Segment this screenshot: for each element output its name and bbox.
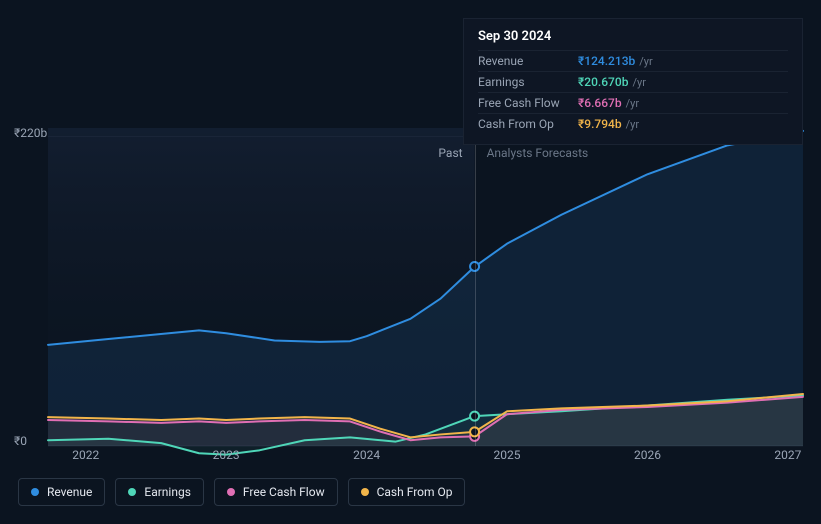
tooltip-unit: /yr	[626, 118, 639, 131]
tooltip-label: Revenue	[478, 54, 578, 68]
x-axis: 2022 2023 2024 2025 2026 2027	[48, 448, 803, 468]
legend-dot	[361, 488, 369, 496]
tooltip-unit: /yr	[626, 97, 639, 110]
tooltip-unit: /yr	[639, 55, 652, 68]
tooltip-value: ₹6.667b	[578, 96, 622, 110]
x-axis-tick: 2022	[72, 448, 99, 462]
x-axis-tick: 2027	[774, 448, 801, 462]
tooltip-label: Earnings	[478, 75, 578, 89]
past-forecast-divider: Past Analysts Forecasts	[48, 146, 803, 170]
x-axis-tick: 2025	[494, 448, 521, 462]
x-axis-tick: 2024	[353, 448, 380, 462]
tooltip-row: Earnings₹20.670b/yr	[478, 71, 788, 92]
legend-label: Earnings	[144, 485, 191, 499]
legend-dot	[128, 488, 136, 496]
plot-area[interactable]	[48, 128, 803, 446]
forecast-label: Analysts Forecasts	[475, 146, 803, 170]
tooltip-value: ₹9.794b	[578, 117, 622, 131]
past-label: Past	[48, 146, 475, 170]
tooltip-row: Cash From Op₹9.794b/yr	[478, 113, 788, 134]
legend: Revenue Earnings Free Cash Flow Cash From O…	[18, 478, 465, 506]
chart-svg	[48, 128, 803, 446]
tooltip-label: Free Cash Flow	[478, 96, 578, 110]
legend-dot	[31, 488, 39, 496]
tooltip-unit: /yr	[632, 76, 645, 89]
tooltip-value: ₹20.670b	[578, 75, 628, 89]
tooltip-rows: Revenue₹124.213b/yrEarnings₹20.670b/yrFr…	[478, 50, 788, 134]
tooltip-value: ₹124.213b	[578, 54, 635, 68]
legend-label: Free Cash Flow	[243, 485, 325, 499]
chart-tooltip: Sep 30 2024 Revenue₹124.213b/yrEarnings₹…	[463, 18, 803, 145]
legend-item-earnings[interactable]: Earnings	[115, 478, 204, 506]
legend-dot	[227, 488, 235, 496]
marker-vertical-line	[475, 128, 476, 446]
legend-item-cash-from-op[interactable]: Cash From Op	[348, 478, 466, 506]
x-axis-tick: 2023	[213, 448, 240, 462]
tooltip-label: Cash From Op	[478, 117, 578, 131]
financials-chart: Sep 30 2024 Revenue₹124.213b/yrEarnings₹…	[18, 18, 803, 506]
legend-item-revenue[interactable]: Revenue	[18, 478, 105, 506]
legend-item-free-cash-flow[interactable]: Free Cash Flow	[214, 478, 338, 506]
legend-label: Cash From Op	[377, 485, 453, 499]
tooltip-date: Sep 30 2024	[478, 29, 788, 44]
y-axis-min: ₹0	[14, 434, 48, 448]
x-axis-tick: 2026	[634, 448, 661, 462]
legend-label: Revenue	[47, 485, 92, 499]
tooltip-row: Free Cash Flow₹6.667b/yr	[478, 92, 788, 113]
tooltip-row: Revenue₹124.213b/yr	[478, 50, 788, 71]
